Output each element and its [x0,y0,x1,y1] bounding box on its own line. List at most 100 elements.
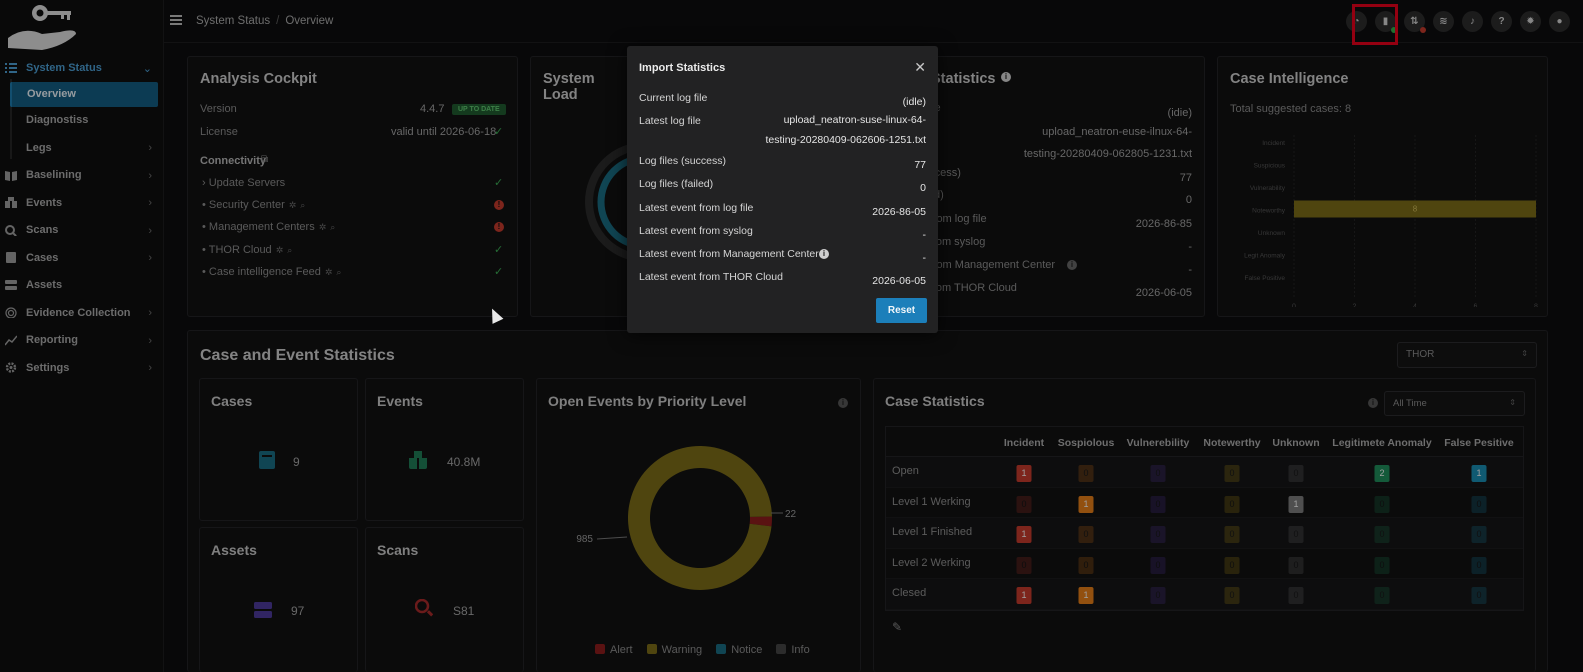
theme-icon[interactable]: ✹ [1520,11,1541,32]
sidebar-item-scans[interactable]: Scans › [0,217,164,245]
count-badge[interactable]: 1 [1016,465,1032,482]
connection-item[interactable]: • Security Center ✲ ⌕ [202,199,306,211]
sidebar-item-baselining[interactable]: Baselining › [0,162,164,190]
import-icon[interactable]: ▮ [1375,11,1397,33]
reset-button[interactable]: Reset [876,298,927,323]
count-badge[interactable]: 0 [1288,526,1304,543]
assets-stat-card[interactable]: Assets 97 [199,527,358,672]
count-badge[interactable]: 0 [1374,495,1390,513]
dashboard-icon[interactable]: ◔ [1346,11,1367,32]
count-badge[interactable]: 0 [1374,556,1390,574]
count-badge[interactable]: 0 [1471,495,1487,513]
menu-toggle-icon[interactable] [170,15,182,25]
info-icon[interactable]: i [838,398,848,408]
legend-item[interactable]: Notice [716,644,762,656]
close-icon[interactable]: ✕ [914,59,926,75]
search-icon[interactable]: ⌕ [336,267,342,277]
count-badge[interactable]: 1 [1288,495,1304,513]
legend-item[interactable]: Alert [595,644,633,656]
count-badge[interactable]: 1 [1016,526,1032,543]
sidebar-item-reporting[interactable]: Reporting › [0,327,164,355]
count-badge[interactable]: 0 [1150,495,1166,513]
count-badge[interactable]: 0 [1471,526,1487,543]
legend-item[interactable]: Info [776,644,810,656]
layers-icon[interactable]: ≋ [1433,11,1454,32]
bell-icon[interactable]: ♪ [1462,11,1483,32]
info-icon[interactable]: i [1067,260,1077,270]
gear-icon[interactable]: ✲ [275,245,284,255]
count-badge[interactable]: 0 [1374,526,1390,543]
gear-icon[interactable]: ✲ [318,222,327,232]
count-badge[interactable]: 0 [1078,465,1094,482]
info-icon[interactable]: i [819,249,829,259]
sidebar-item-events[interactable]: Events › [0,189,164,217]
count-badge[interactable]: 1 [1078,587,1094,604]
sidebar-item-overview[interactable]: Overview [10,81,158,107]
connection-item[interactable]: • Case intelligence Feed ✲ ⌕ [202,266,342,278]
sidebar-item-settings[interactable]: Settings › [0,354,164,382]
table-row[interactable]: Clesed 1 1 0 0 0 0 0 [886,579,1523,610]
count-badge[interactable]: 0 [1224,526,1240,543]
sidebar-item-cases[interactable]: Cases › [0,244,164,272]
count-badge[interactable]: 0 [1288,465,1304,482]
count-badge[interactable]: 0 [1150,587,1166,604]
sync-icon[interactable]: ⇅ [1404,11,1426,33]
events-stat-card[interactable]: Events 40.8M [365,378,524,521]
sidebar-item-logs[interactable]: Legs › [0,134,164,162]
count-badge[interactable]: 0 [1150,526,1166,543]
time-range-select[interactable]: All Time ⇕ [1384,391,1525,416]
count-badge[interactable]: 0 [1150,556,1166,574]
table-row[interactable]: Level 1 Finished 1 0 0 0 0 0 0 [886,518,1523,549]
table-row[interactable]: Level 1 Werking 0 1 0 0 1 0 0 [886,488,1523,518]
connection-item[interactable]: • Management Centers ✲ ⌕ [202,221,336,233]
count-badge[interactable]: 0 [1016,556,1032,574]
count-badge[interactable]: 0 [1471,587,1487,604]
count-badge[interactable]: 2 [1374,465,1390,482]
table-row[interactable]: Level 2 Werking 0 0 0 0 0 0 0 [886,549,1523,579]
count-badge[interactable]: 0 [1288,556,1304,574]
external-link-icon[interactable]: ⧉ [261,154,269,165]
sidebar-item-diagnostics[interactable]: Diagnostiss [0,107,164,135]
open-events-priority-card: Open Events by Priority Level i 985 22 Al… [536,378,861,672]
count-badge[interactable]: 0 [1224,587,1240,604]
count-badge[interactable]: 0 [1374,587,1390,604]
legend-item[interactable]: Warning [646,644,702,656]
search-icon[interactable]: ⌕ [287,245,293,255]
count-badge[interactable]: 1 [1471,465,1487,482]
search-icon[interactable]: ⌕ [300,200,306,210]
count-badge[interactable]: 1 [1078,495,1094,513]
edit-icon[interactable]: ✎ [892,620,903,634]
row-label: Open [892,465,919,477]
count-badge[interactable]: 0 [1288,587,1304,604]
count-badge[interactable]: 0 [1150,465,1166,482]
info-icon[interactable]: i [1001,72,1011,82]
table-row[interactable]: Open 1 0 0 0 0 2 1 [886,457,1523,488]
sidebar-item-system-status[interactable]: System Status ⌄ [0,54,164,82]
breadcrumb-item[interactable]: System Status [196,15,271,27]
gear-icon[interactable]: ✲ [288,200,297,210]
connection-item[interactable]: › Update Servers [202,177,285,189]
search-icon[interactable]: ⌕ [330,222,336,232]
count-badge[interactable]: 0 [1078,556,1094,574]
source-select[interactable]: THOR ⇕ [1397,342,1537,368]
chart-bar[interactable] [1294,200,1536,218]
gear-icon[interactable]: ✲ [324,267,333,277]
import-row-value: 0 [1185,194,1192,206]
help-icon[interactable]: ? [1491,11,1512,32]
info-icon[interactable]: i [1368,398,1378,408]
count-badge[interactable]: 0 [1224,465,1240,482]
sidebar-item-assets[interactable]: Assets [0,272,164,300]
connection-item[interactable]: • THOR Cloud ✲ ⌕ [202,244,293,256]
count-badge[interactable]: 0 [1224,495,1240,513]
scans-stat-card[interactable]: Scans S81 [365,527,524,672]
count-badge[interactable]: 0 [1016,495,1032,513]
user-icon[interactable]: ● [1549,11,1570,32]
cases-stat-card[interactable]: Cases 9 [199,378,358,521]
donut-slice[interactable] [628,445,772,590]
donut-slice[interactable] [749,516,772,527]
count-badge[interactable]: 1 [1016,587,1032,604]
sidebar-item-evidence-collection[interactable]: Evidence Collection › [0,299,164,327]
count-badge[interactable]: 0 [1224,556,1240,574]
count-badge[interactable]: 0 [1078,526,1094,543]
count-badge[interactable]: 0 [1471,556,1487,574]
